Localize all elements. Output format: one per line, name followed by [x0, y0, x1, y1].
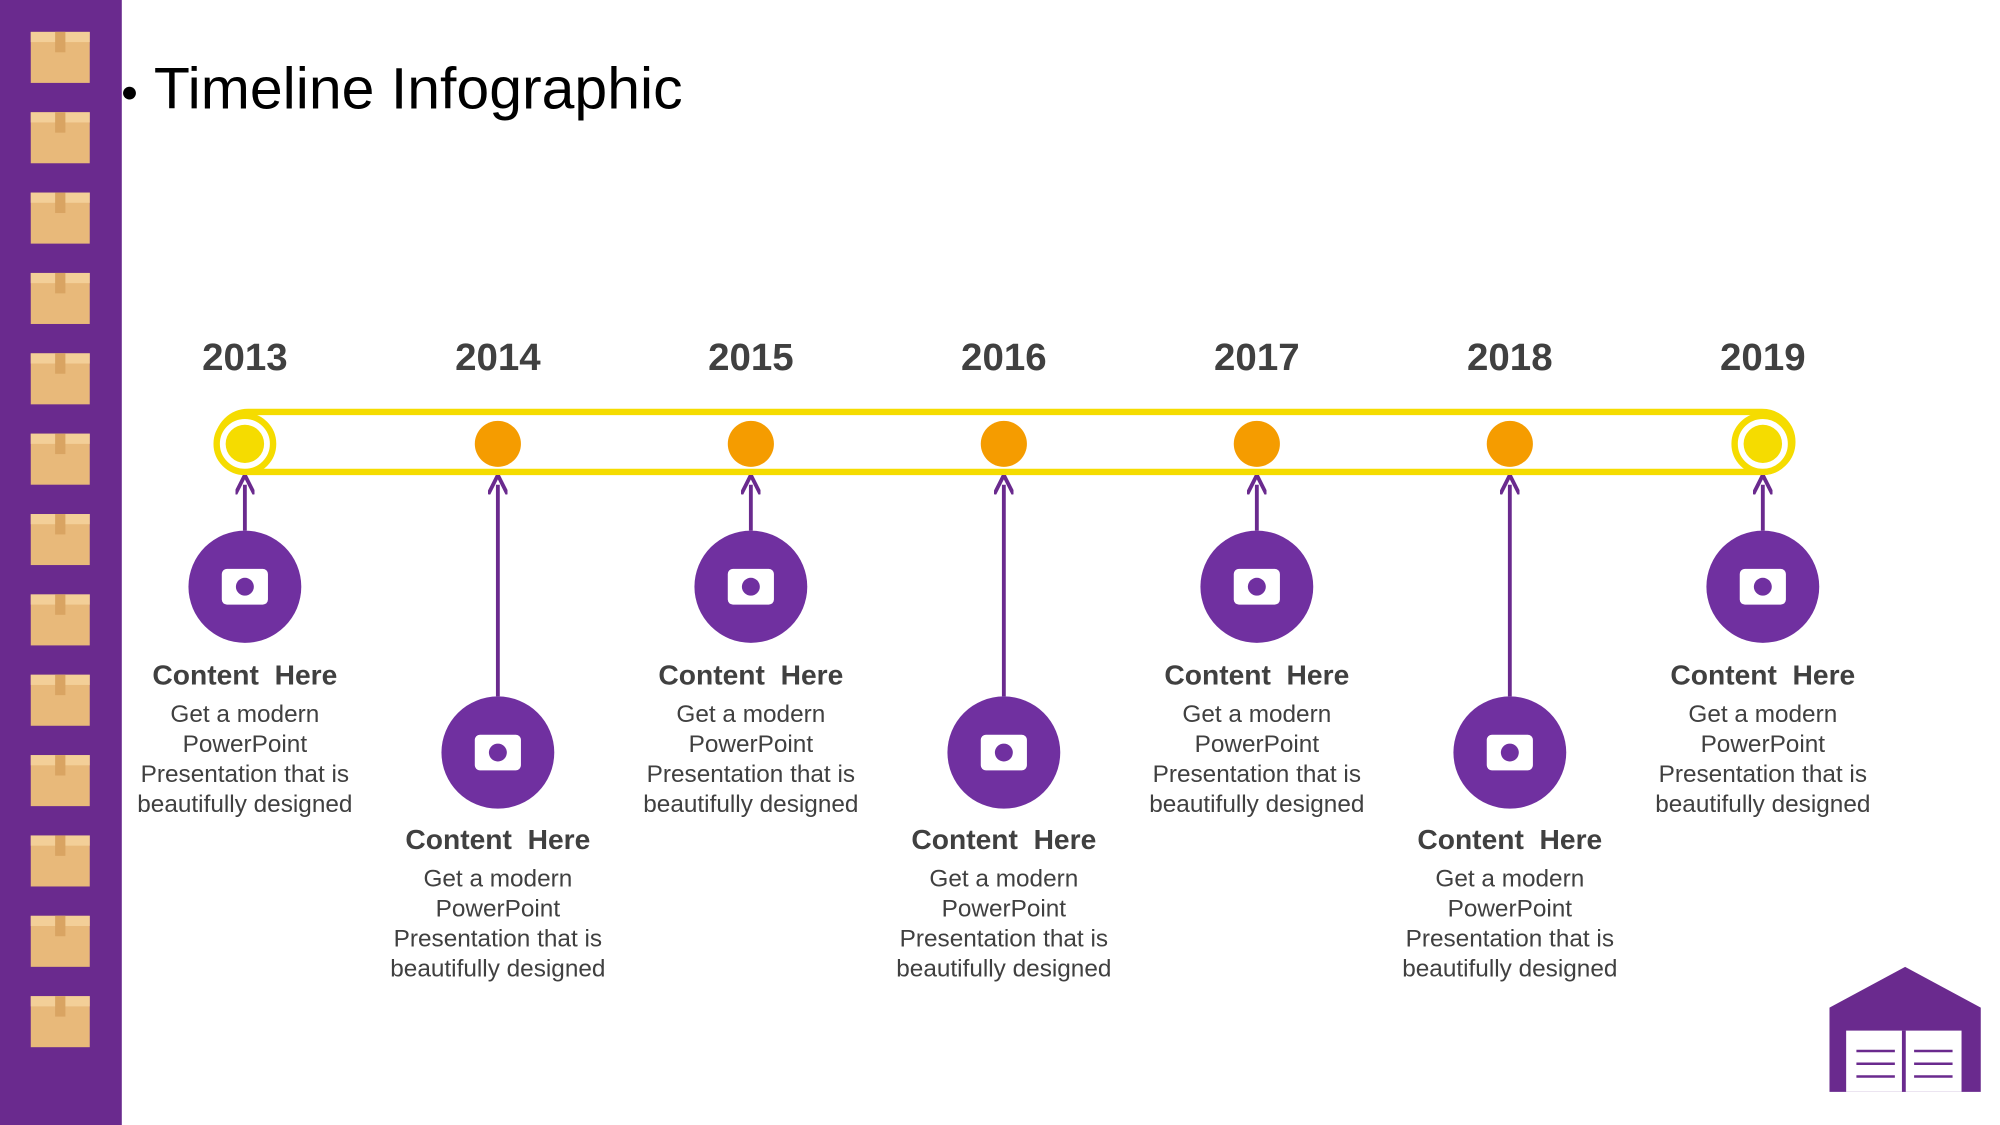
year: 2019: [1720, 336, 1806, 379]
year: 2013: [202, 336, 288, 379]
box-tape: [55, 112, 66, 133]
item-text: Presentation that is: [141, 761, 349, 788]
item-text: Presentation that is: [647, 761, 855, 788]
timeline-item: 2018 Content Here Get a modern PowerPoint Pr…: [1402, 336, 1617, 983]
year: 2018: [1467, 336, 1553, 379]
dot: [1233, 420, 1280, 467]
icon-glyph-detail: [1500, 743, 1519, 762]
item-text: beautifully designed: [1655, 791, 1870, 818]
item-heading: Content Here: [911, 824, 1096, 855]
end-dot: [1743, 424, 1783, 464]
item-heading: Content Here: [152, 660, 337, 691]
item-text: beautifully designed: [1149, 791, 1364, 818]
dot: [1486, 420, 1533, 467]
box-tape: [55, 433, 66, 455]
dot: [727, 420, 774, 467]
timeline-item: 2016 Content Here Get a modern PowerPoint Pr…: [896, 336, 1111, 983]
icon-glyph-detail: [1247, 577, 1266, 596]
bullet: [123, 86, 136, 100]
icon-glyph-detail: [1753, 577, 1772, 596]
timeline-item: 2015 Content Here Get a modern PowerPoint Pr…: [643, 336, 858, 818]
item-text: PowerPoint: [1448, 896, 1573, 923]
item-heading: Content Here: [1164, 660, 1349, 691]
item-text: Get a modern: [1182, 701, 1331, 728]
timeline-item: 2014 Content Here Get a modern PowerPoint Pr…: [390, 336, 605, 983]
timeline-items: 2013 Content Here Get a modern PowerPoint Pr…: [137, 336, 1870, 983]
timeline-item: 2013 Content Here Get a modern PowerPoint Pr…: [137, 336, 352, 818]
item-text: beautifully designed: [390, 955, 605, 982]
item-text: PowerPoint: [942, 896, 1067, 923]
end-dot: [225, 424, 265, 464]
item-text: Presentation that is: [900, 926, 1108, 953]
icon-glyph-detail: [488, 743, 507, 762]
item-text: Get a modern: [170, 701, 319, 728]
warehouse-icon: [1829, 966, 1981, 1092]
box-tape: [55, 272, 66, 294]
year: 2015: [708, 336, 794, 379]
item-text: Presentation that is: [1153, 761, 1361, 788]
item-text: Get a modern: [1688, 701, 1837, 728]
icon-glyph-detail: [741, 577, 760, 596]
box-tape: [55, 31, 66, 53]
sidebar-boxes: [30, 31, 90, 1048]
timeline-item: 2017 Content Here Get a modern PowerPoint Pr…: [1149, 336, 1364, 818]
icon-glyph-detail: [235, 577, 254, 596]
item-heading: Content Here: [1417, 824, 1602, 855]
box-tape: [55, 514, 66, 535]
item-text: beautifully designed: [643, 791, 858, 818]
item-heading: Content Here: [1670, 660, 1855, 691]
item-text: PowerPoint: [1195, 731, 1320, 758]
item-text: Presentation that is: [1406, 926, 1614, 953]
item-text: beautifully designed: [1402, 955, 1617, 982]
item-text: Presentation that is: [1659, 761, 1867, 788]
dot: [980, 420, 1027, 467]
box-tape: [55, 674, 66, 696]
item-text: PowerPoint: [436, 896, 561, 923]
item-text: beautifully designed: [896, 955, 1111, 982]
icon-glyph-detail: [994, 743, 1013, 762]
item-heading: Content Here: [658, 660, 843, 691]
box-tape: [55, 353, 66, 374]
item-text: PowerPoint: [1701, 731, 1826, 758]
timeline-item: 2019 Content Here Get a modern PowerPoint Pr…: [1655, 336, 1870, 818]
item-text: Get a modern: [929, 866, 1078, 893]
year: 2016: [961, 336, 1047, 379]
item-heading: Content Here: [405, 824, 590, 855]
box-tape: [55, 835, 66, 856]
year: 2014: [455, 336, 541, 379]
item-text: Get a modern: [1435, 866, 1584, 893]
box-tape: [55, 192, 66, 214]
item-text: Presentation that is: [394, 926, 602, 953]
item-text: Get a modern: [676, 701, 825, 728]
box-tape: [55, 594, 66, 615]
item-text: beautifully designed: [137, 791, 352, 818]
year: 2017: [1214, 336, 1300, 379]
item-text: PowerPoint: [689, 731, 814, 758]
title: Timeline Infographic: [154, 57, 683, 122]
item-text: Get a modern: [423, 866, 572, 893]
dot: [474, 420, 521, 467]
box-tape: [55, 915, 66, 937]
box-tape: [55, 755, 66, 776]
box-tape: [55, 996, 66, 1017]
item-text: PowerPoint: [183, 731, 308, 758]
